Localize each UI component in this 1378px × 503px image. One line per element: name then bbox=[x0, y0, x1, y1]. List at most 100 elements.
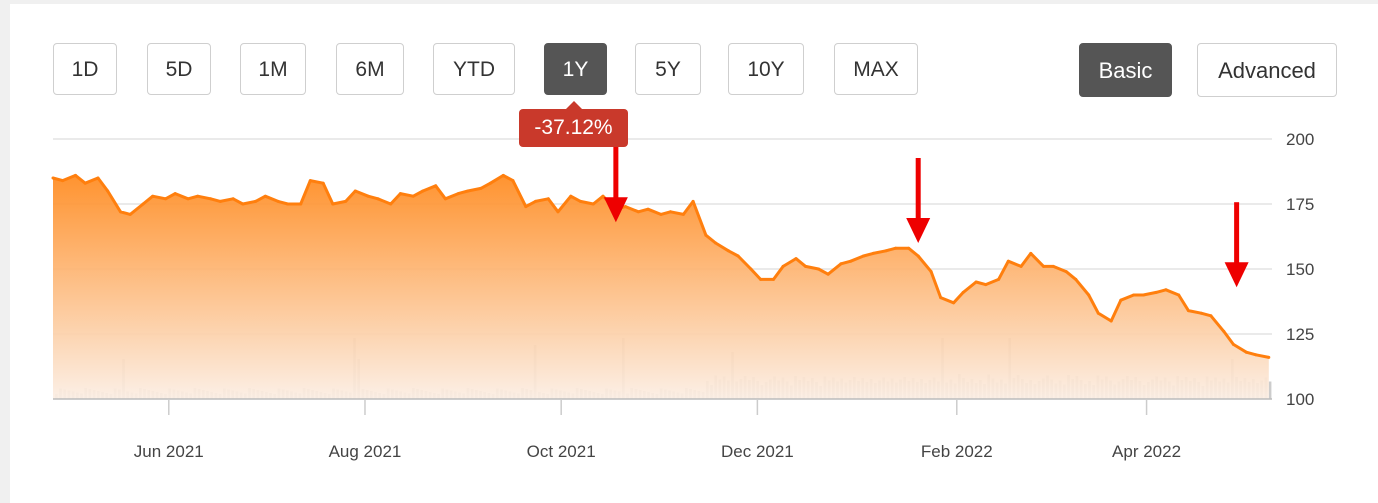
price-point bbox=[849, 259, 853, 263]
range-button-1y[interactable]: 1Y bbox=[544, 43, 607, 95]
arrow-head bbox=[603, 197, 628, 223]
range-button-1d[interactable]: 1D bbox=[53, 43, 117, 95]
price-point bbox=[1087, 293, 1091, 297]
price-point bbox=[659, 212, 663, 216]
price-point bbox=[196, 194, 200, 198]
arrow-shaft bbox=[1234, 202, 1240, 265]
price-point bbox=[241, 202, 245, 206]
price-point bbox=[826, 272, 830, 276]
price-point bbox=[511, 179, 515, 183]
x-tick-label: Aug 2021 bbox=[329, 442, 402, 461]
price-point bbox=[691, 199, 695, 203]
price-point bbox=[209, 197, 213, 201]
price-point bbox=[61, 179, 65, 183]
price-point bbox=[376, 197, 380, 201]
arrow-head bbox=[1224, 262, 1249, 288]
price-point bbox=[353, 189, 357, 193]
price-point bbox=[681, 212, 685, 216]
price-point bbox=[794, 257, 798, 261]
price-point bbox=[1164, 288, 1168, 292]
price-point bbox=[479, 186, 483, 190]
axes: 200 175 150 125 100 Jun 2021 Aug 2021 Oct 2021 D… bbox=[53, 130, 1314, 461]
price-point bbox=[1254, 353, 1258, 357]
price-point bbox=[1051, 264, 1055, 268]
range-button-10y[interactable]: 10Y bbox=[728, 43, 804, 95]
price-point bbox=[534, 199, 537, 203]
price-point bbox=[929, 270, 933, 274]
price-point bbox=[1186, 309, 1190, 313]
price-point bbox=[939, 296, 943, 300]
price-point bbox=[997, 277, 1001, 281]
price-point bbox=[916, 254, 920, 258]
price-point bbox=[106, 189, 110, 193]
down-arrow-annotation bbox=[906, 158, 931, 243]
range-button-1m[interactable]: 1M bbox=[240, 43, 306, 95]
y-tick-label: 175 bbox=[1286, 195, 1314, 214]
price-point bbox=[1244, 350, 1248, 354]
price-point bbox=[308, 179, 312, 183]
price-point bbox=[1267, 355, 1271, 359]
x-tick-label: Jun 2021 bbox=[134, 442, 204, 461]
price-point bbox=[299, 202, 303, 206]
price-point bbox=[601, 194, 605, 198]
price-point bbox=[961, 290, 965, 294]
advanced-mode-button[interactable]: Advanced bbox=[1197, 43, 1337, 97]
price-point bbox=[749, 267, 753, 271]
price-point bbox=[1064, 270, 1068, 274]
price-point bbox=[907, 246, 911, 250]
price-area-fill bbox=[53, 175, 1269, 399]
price-point bbox=[646, 207, 650, 211]
price-point bbox=[1199, 311, 1203, 315]
price-point bbox=[186, 197, 190, 201]
price-point bbox=[952, 301, 956, 305]
price-point bbox=[218, 199, 222, 203]
price-point bbox=[398, 192, 402, 196]
y-tick-label: 100 bbox=[1286, 390, 1314, 409]
down-arrow-annotation bbox=[603, 137, 628, 223]
price-point bbox=[974, 280, 978, 284]
price-point bbox=[546, 197, 550, 201]
price-point bbox=[579, 199, 582, 203]
volume-bar bbox=[1268, 381, 1272, 399]
price-point bbox=[759, 277, 763, 281]
price-point bbox=[624, 205, 627, 209]
price-point bbox=[714, 241, 718, 245]
price-point bbox=[781, 264, 785, 268]
x-tick-label: Oct 2021 bbox=[527, 442, 596, 461]
price-point bbox=[173, 192, 177, 196]
price-point bbox=[1209, 314, 1213, 318]
price-point bbox=[276, 199, 280, 203]
price-point bbox=[254, 199, 258, 203]
price-point bbox=[1019, 264, 1023, 268]
price-point bbox=[344, 199, 348, 203]
price-point bbox=[704, 233, 708, 237]
price-point bbox=[1132, 293, 1136, 297]
price-point bbox=[96, 176, 100, 180]
price-point bbox=[669, 210, 672, 214]
price-point bbox=[569, 194, 573, 198]
price-point bbox=[128, 212, 132, 216]
price-point bbox=[862, 254, 865, 258]
price-point bbox=[263, 194, 267, 198]
price-point bbox=[389, 202, 393, 206]
price-point bbox=[443, 197, 447, 201]
price-point bbox=[321, 181, 325, 185]
range-button-5d[interactable]: 5D bbox=[147, 43, 211, 95]
x-tick-label: Apr 2022 bbox=[1112, 442, 1181, 461]
down-arrow-annotation bbox=[1224, 202, 1249, 288]
change-percent-badge: -37.12% bbox=[519, 101, 628, 147]
price-point bbox=[884, 249, 888, 253]
range-button-ytd[interactable]: YTD bbox=[433, 43, 515, 95]
price-point bbox=[736, 254, 740, 258]
price-point bbox=[421, 189, 425, 193]
price-point bbox=[1177, 293, 1181, 297]
range-button-5y[interactable]: 5Y bbox=[635, 43, 701, 95]
y-tick-label: 150 bbox=[1286, 260, 1314, 279]
range-button-6m[interactable]: 6M bbox=[336, 43, 404, 95]
range-button-max[interactable]: MAX bbox=[834, 43, 918, 95]
x-tick-label: Dec 2021 bbox=[721, 442, 794, 461]
basic-mode-button[interactable]: Basic bbox=[1079, 43, 1172, 97]
price-area bbox=[51, 173, 1271, 399]
price-point bbox=[524, 205, 528, 209]
